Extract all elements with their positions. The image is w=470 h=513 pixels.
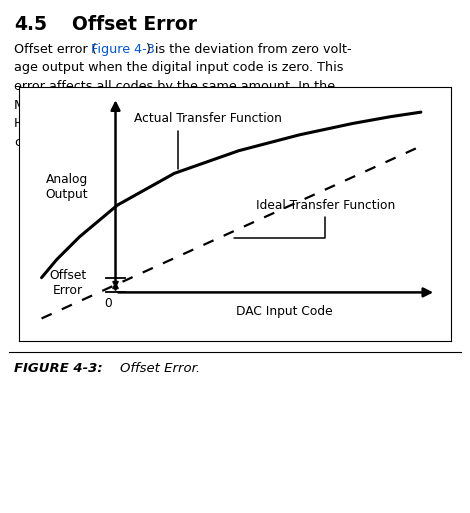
- Text: error affects all codes by the same amount. In the: error affects all codes by the same amou…: [14, 80, 335, 93]
- Text: MCP4725, the offset error is not trimmed at the factory.: MCP4725, the offset error is not trimmed…: [14, 98, 370, 111]
- Text: 0: 0: [104, 297, 112, 310]
- Text: Ideal Transfer Function: Ideal Transfer Function: [234, 199, 395, 238]
- Text: However, it can be calibrated by software in application: However, it can be calibrated by softwar…: [14, 117, 372, 130]
- Text: 4.5: 4.5: [14, 15, 47, 34]
- Text: Offset Error: Offset Error: [72, 15, 197, 34]
- Text: Offset error (: Offset error (: [14, 43, 97, 56]
- Text: Offset Error.: Offset Error.: [120, 362, 200, 375]
- Text: FIGURE 4-3:: FIGURE 4-3:: [14, 362, 102, 375]
- Text: Actual Transfer Function: Actual Transfer Function: [134, 112, 282, 169]
- Text: Figure 4-3: Figure 4-3: [91, 43, 155, 56]
- Text: age output when the digital input code is zero. This: age output when the digital input code i…: [14, 62, 344, 74]
- Text: DAC Input Code: DAC Input Code: [236, 305, 333, 318]
- Text: ) is the deviation from zero volt-: ) is the deviation from zero volt-: [147, 43, 352, 56]
- Text: Offset
Error: Offset Error: [49, 269, 86, 298]
- Text: Analog
Output: Analog Output: [45, 173, 88, 201]
- Text: circuits.: circuits.: [14, 135, 64, 148]
